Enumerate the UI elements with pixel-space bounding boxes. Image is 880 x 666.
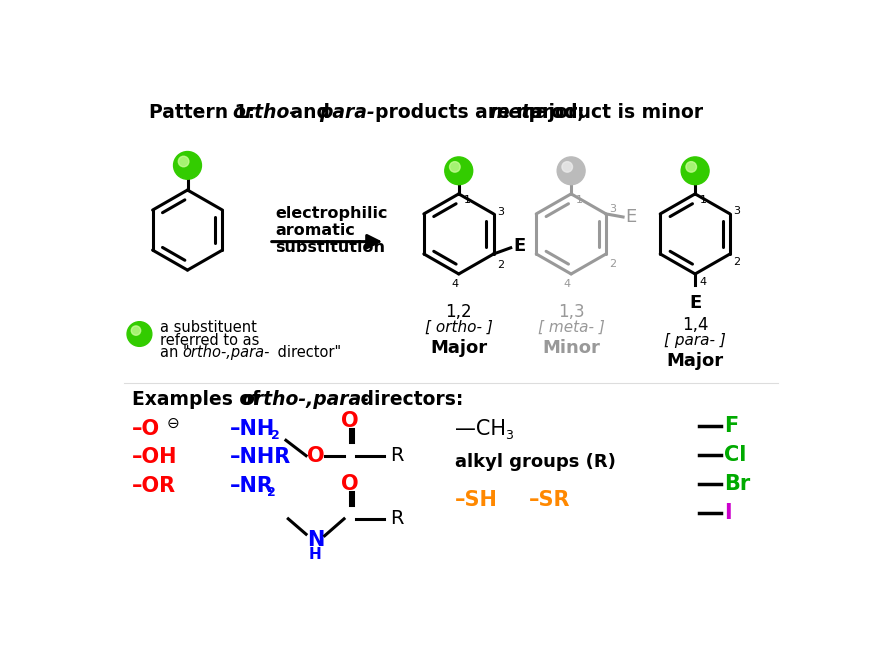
Text: 1,2: 1,2	[445, 303, 472, 321]
Text: ortho-,para-: ortho-,para-	[242, 390, 370, 409]
Text: 3: 3	[496, 207, 503, 217]
Text: products are major;: products are major;	[362, 103, 591, 122]
Text: referred to as: referred to as	[159, 333, 259, 348]
Text: 1: 1	[576, 195, 583, 205]
Text: director": director"	[273, 345, 341, 360]
Text: directors:: directors:	[354, 390, 464, 409]
Text: F: F	[723, 416, 738, 436]
Text: Major: Major	[430, 338, 488, 356]
Text: R: R	[391, 446, 404, 465]
Text: –NH: –NH	[231, 420, 275, 440]
Text: substitution: substitution	[275, 240, 385, 255]
Text: —CH: —CH	[455, 420, 506, 440]
Circle shape	[173, 152, 202, 179]
Text: –OH: –OH	[132, 448, 177, 468]
Text: R: R	[391, 509, 404, 528]
Text: aromatic: aromatic	[275, 223, 355, 238]
Text: E: E	[689, 294, 701, 312]
Text: O: O	[341, 474, 359, 494]
Text: Examples of: Examples of	[132, 390, 267, 409]
Text: 2: 2	[496, 260, 504, 270]
Text: E: E	[626, 208, 636, 226]
Text: alkyl groups (R): alkyl groups (R)	[455, 453, 616, 471]
Circle shape	[557, 157, 585, 184]
Text: 3: 3	[609, 204, 616, 214]
Text: 2: 2	[609, 258, 616, 268]
Text: –OR: –OR	[132, 476, 176, 496]
Text: 4: 4	[564, 278, 571, 288]
Text: 2: 2	[267, 486, 275, 499]
Text: ⊖: ⊖	[166, 416, 180, 431]
Text: Pattern 1:: Pattern 1:	[149, 103, 261, 122]
Text: 4: 4	[451, 278, 458, 288]
Text: E: E	[513, 237, 525, 255]
Circle shape	[131, 326, 141, 335]
Text: Minor: Minor	[542, 338, 600, 356]
Circle shape	[681, 157, 709, 184]
Text: 2: 2	[271, 429, 280, 442]
Text: Cl: Cl	[723, 445, 746, 465]
Text: N: N	[307, 530, 324, 550]
Text: electrophilic: electrophilic	[275, 206, 387, 221]
Text: ortho-: ortho-	[232, 103, 297, 122]
Circle shape	[562, 162, 573, 172]
Text: O: O	[341, 411, 359, 431]
Text: [ ortho- ]: [ ortho- ]	[425, 320, 493, 335]
Text: 3: 3	[505, 429, 513, 442]
Circle shape	[686, 162, 697, 172]
Text: –NR: –NR	[231, 476, 274, 496]
Text: O: O	[306, 446, 324, 466]
Text: 3: 3	[733, 206, 740, 216]
Text: [ meta- ]: [ meta- ]	[538, 320, 605, 335]
Text: product is minor: product is minor	[523, 103, 703, 122]
Text: –SH: –SH	[455, 490, 498, 509]
Text: I: I	[723, 503, 731, 523]
Text: 1,3: 1,3	[558, 303, 584, 321]
Text: 1: 1	[464, 195, 471, 205]
Text: 4: 4	[699, 277, 706, 287]
Circle shape	[450, 162, 460, 172]
Text: para-: para-	[319, 103, 375, 122]
Text: a substituent: a substituent	[159, 320, 256, 336]
Circle shape	[179, 157, 189, 166]
Text: –NHR: –NHR	[231, 448, 291, 468]
Text: and: and	[283, 103, 336, 122]
Text: meta: meta	[490, 103, 544, 122]
Circle shape	[444, 157, 473, 184]
Text: ortho-,para-: ortho-,para-	[182, 345, 269, 360]
Text: Major: Major	[666, 352, 723, 370]
Text: [ para- ]: [ para- ]	[664, 333, 726, 348]
Text: 2: 2	[733, 257, 740, 267]
Text: H: H	[309, 547, 322, 561]
Text: Br: Br	[723, 474, 750, 494]
Text: 1: 1	[700, 195, 707, 205]
Text: an ": an "	[159, 345, 189, 360]
Text: –O: –O	[132, 420, 160, 440]
Text: –SR: –SR	[529, 490, 570, 509]
Text: 1,4: 1,4	[682, 316, 708, 334]
Circle shape	[127, 322, 152, 346]
